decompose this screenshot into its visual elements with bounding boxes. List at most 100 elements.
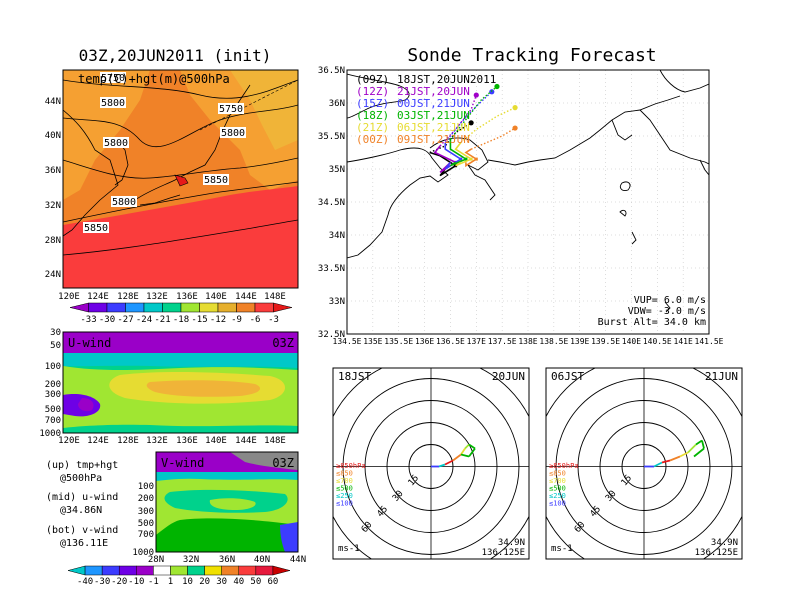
lat-tick-label: 36N [219,555,235,565]
left-main-title: 03Z,20JUN2011 (init) [79,46,272,65]
launch-time: 06JST,21JUN [397,121,470,134]
colorbar-tick-label: -33 [80,315,96,325]
track-marker [464,157,468,161]
hodograph-date: 21JUN [705,370,738,383]
colorbar-tick-label: -20 [111,577,127,587]
lat-tick-label: 28N [45,236,61,246]
colorbar-swatch [143,302,163,313]
hodograph-segment [460,453,470,458]
launch-time: 18JST,20JUN2011 [397,73,496,86]
vwind-time: 03Z [272,456,294,470]
colorbar-swatch [125,302,145,313]
hodograph-time: 18JST [338,370,371,383]
hodograph-segment [438,463,446,468]
pressure-tick-label: 200 [138,494,154,504]
hodograph-unit: ms-1 [551,544,573,554]
contour-label: 5850 [84,223,108,234]
uwind-panel [63,332,298,433]
hodograph-lon: 136.125E [482,548,525,558]
lat-tick-label: 44N [45,97,61,107]
hodograph-segment [464,443,470,450]
vwind-frame [155,451,299,553]
hodograph-segment [693,447,705,458]
colorbar-swatch [101,565,120,576]
burst-point [512,105,518,111]
track-line-upper [470,127,516,150]
lon-tick-label: 148E [264,292,286,302]
lon-tick-label: 138.5E [539,337,568,346]
lon-tick-label: 124E [87,436,109,446]
uwind-time: 03Z [272,336,294,350]
colorbar-tick-label: -21 [154,315,170,325]
lon-tick-label: 148E [264,436,286,446]
burst-point [512,125,518,131]
tracking-frame [346,69,710,335]
vwind-panel [156,452,298,552]
hodograph-lon: 136.125E [695,548,738,558]
lat-tick-label: 28N [148,555,164,565]
lon-tick-label: 124E [87,292,109,302]
lat-tick-label: 40N [254,555,270,565]
colorbar-tick-label: -12 [210,315,226,325]
colorbar-swatch [84,565,103,576]
lon-tick-label: 141E [674,337,693,346]
tracking-title: Sonde Tracking Forecast [407,45,656,66]
contour-label: 5800 [221,128,245,139]
colorbar-swatch [88,302,108,313]
colorbar-tick-label: 50 [250,577,261,587]
track-marker [474,157,478,161]
param-line: VDW= -3.0 m/s [628,306,706,317]
lat-tick-label: 35N [329,165,345,175]
pressure-tick-label: 500 [45,405,61,415]
colorbar-tick-label: -10 [128,577,144,587]
pressure-tick-label: 1000 [132,548,154,558]
hodograph-date: 20JUN [492,370,525,383]
legend-line: @34.86N [60,505,102,516]
uwind-frame [62,331,299,434]
burst-point [473,92,479,98]
colorbar-tick-label: -15 [191,315,207,325]
param-line: Burst Alt= 34.0 km [598,317,706,328]
pressure-tick-label: 700 [45,416,61,426]
launch-time: 00JST,21JUN [397,97,470,110]
launch-tag: (18Z) [356,109,389,122]
colorbar-tick-label: 40 [233,577,244,587]
lon-tick-label: 140E [205,436,227,446]
hodograph-legend-item: ≤500 [549,485,566,493]
colorbar-tick-label: 10 [182,577,193,587]
hodograph-segment [687,443,697,454]
lat-tick-label: 36.5N [318,66,345,76]
lon-tick-label: 138E [518,337,537,346]
colorbar-swatch [236,302,256,313]
lon-tick-label: 136E [176,436,198,446]
lon-tick-label: 120E [58,292,80,302]
track-line-upper [444,91,493,144]
colorbar-tick-label: 60 [268,577,279,587]
legend-line: @500hPa [60,473,102,484]
launch-tag: (12Z) [356,85,389,98]
colorbar-swatch [204,565,222,576]
hodograph-segment [452,453,462,462]
pressure-tick-label: 700 [138,530,154,540]
hodograph-segment [701,440,705,449]
hodograph-legend-item: ≥850hPa [336,462,366,470]
hodograph-segment [653,461,663,468]
colorbar-swatch [254,302,274,313]
contour-label: 5800 [104,138,128,149]
colorbar-swatch [118,565,137,576]
lon-tick-label: 137.5E [488,337,517,346]
hodograph-segment [669,455,681,462]
launch-tag: (00Z) [356,133,389,146]
colorbar-tick-label: -40 [77,577,93,587]
lon-tick-label: 135.5E [384,337,413,346]
lon-tick-label: 140.5E [643,337,672,346]
hodograph-legend-item: ≤500 [336,485,353,493]
colorbar-swatch [153,565,171,576]
track-line-upper [449,85,498,140]
colorbar-tick-label: -27 [117,315,133,325]
colorbar-swatch [67,565,86,576]
lon-tick-label: 136.5E [436,337,465,346]
